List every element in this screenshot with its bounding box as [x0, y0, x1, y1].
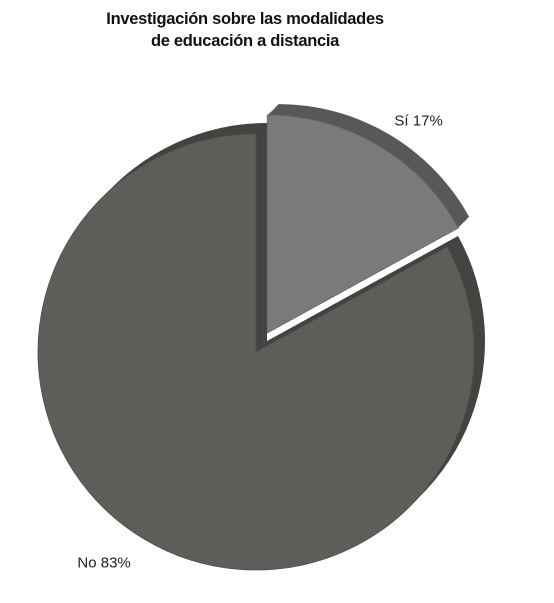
- pie-slice-no: [37, 133, 475, 571]
- pie-label-layer: Sí 17% No 83%: [77, 112, 442, 571]
- pie-face-layer: [37, 114, 475, 571]
- chart-title: Investigación sobre las modalidades de e…: [0, 8, 490, 52]
- pie-slice-s: [266, 114, 459, 334]
- chart-title-line-2: de educación a distancia: [150, 32, 340, 50]
- pie-label-no: No 83%: [77, 555, 130, 572]
- pie-label-s: Sí 17%: [394, 112, 442, 129]
- chart-title-line-1: Investigación sobre las modalidades: [106, 10, 384, 28]
